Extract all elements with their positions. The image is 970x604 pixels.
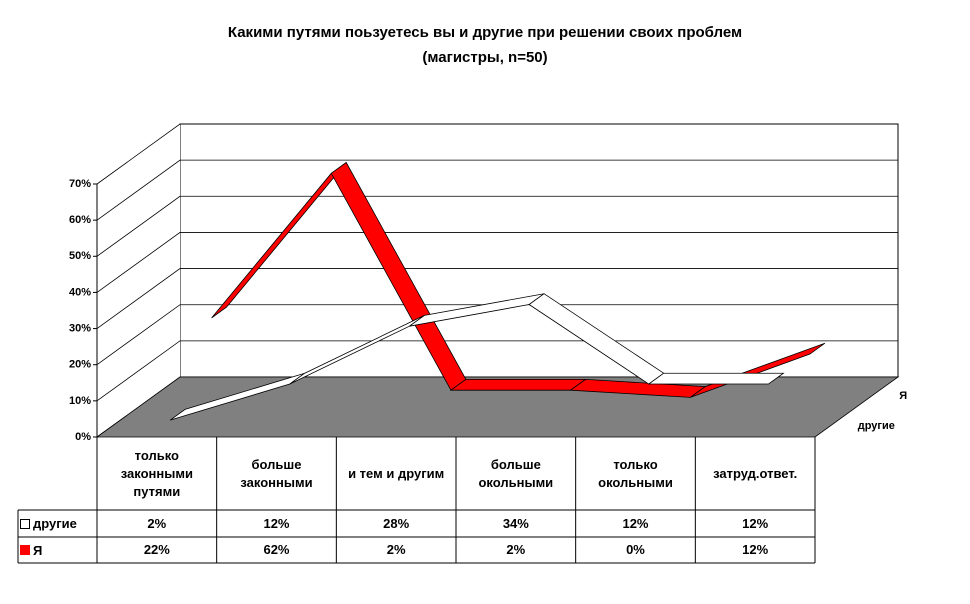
value-label: 2%	[147, 515, 167, 531]
line-segment	[449, 378, 587, 391]
y-tick-label: 40%	[69, 286, 91, 298]
chart-title: Какими путями поьзуетесь вы и другие при…	[228, 24, 742, 41]
y-tick-label: 20%	[69, 359, 91, 371]
depth-label: другие	[858, 420, 895, 432]
legend-entry: Я	[20, 537, 42, 563]
value-label: 0%	[626, 542, 645, 557]
y-tick-label: 0%	[75, 431, 91, 443]
y-tick-label: 60%	[69, 214, 91, 226]
value-label: 12%	[742, 515, 769, 531]
y-tick-label: 10%	[69, 395, 91, 407]
grid-line	[96, 232, 898, 293]
value-label: 12%	[622, 515, 649, 531]
value-label: 2%	[506, 542, 526, 557]
value-label: 22%	[143, 542, 170, 557]
value-label: 12%	[742, 542, 769, 557]
category-label: только окольными	[598, 456, 673, 490]
grid-line	[96, 123, 898, 185]
line-segment	[647, 372, 785, 385]
chart-subtitle: (магистры, n=50)	[422, 49, 547, 66]
value-label: 12%	[263, 515, 290, 531]
value-label: 62%	[263, 542, 290, 557]
grid-line	[96, 268, 898, 329]
value-label: 2%	[386, 542, 406, 557]
value-label: 34%	[502, 515, 529, 531]
category-label: больше законными	[240, 456, 313, 490]
legend-swatch	[20, 545, 30, 555]
legend-entry: другие	[20, 510, 77, 537]
legend-label: другие	[33, 516, 77, 531]
grid-line	[96, 159, 898, 221]
y-tick-label: 30%	[69, 322, 91, 334]
category-label: и тем и другим	[348, 465, 445, 481]
legend-label: Я	[33, 542, 43, 558]
category-label: больше окольными	[478, 456, 554, 490]
grid-line	[96, 304, 898, 366]
legend-swatch	[20, 518, 30, 529]
value-label: 28%	[383, 515, 410, 531]
category-label: затруд.ответ.	[713, 465, 798, 481]
y-tick-label: 70%	[69, 178, 91, 190]
left-wall	[97, 124, 180, 437]
grid-line	[96, 340, 898, 402]
depth-label: Я	[899, 390, 907, 402]
back-wall	[179, 123, 899, 378]
category-label: только законными путями	[120, 447, 193, 499]
grid-line	[96, 195, 898, 257]
y-tick-label: 50%	[69, 250, 91, 262]
